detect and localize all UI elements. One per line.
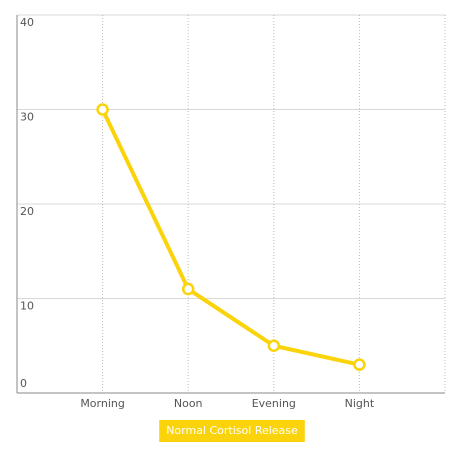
point bbox=[96, 103, 109, 116]
y-tick-label: 20 bbox=[20, 205, 34, 218]
x-tick-label: Morning bbox=[80, 397, 125, 410]
point bbox=[267, 339, 281, 352]
y-tick-label: 40 bbox=[20, 16, 34, 29]
y-tick-label: 0 bbox=[20, 377, 27, 390]
point bbox=[181, 282, 195, 296]
legend-box bbox=[159, 420, 305, 442]
x-tick-label: Night bbox=[345, 397, 375, 410]
x-tick-label: Evening bbox=[252, 397, 296, 410]
x-tick-label: Noon bbox=[174, 397, 203, 410]
point bbox=[353, 358, 366, 371]
y-tick-label: 10 bbox=[20, 300, 34, 313]
y-tick-label: 30 bbox=[20, 111, 34, 124]
line bbox=[100, 108, 360, 367]
legend-label: Normal Cortisol Release bbox=[166, 424, 298, 437]
